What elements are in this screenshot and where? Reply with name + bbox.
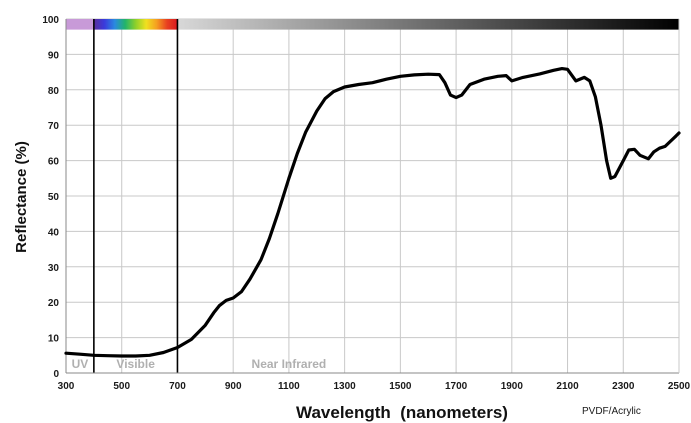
series-line <box>64 67 681 358</box>
x-tick-label: 2500 <box>668 381 691 392</box>
y-tick-label: 50 <box>48 192 60 203</box>
x-tick-label: 500 <box>113 381 130 392</box>
x-tick-label: 700 <box>169 381 186 392</box>
band-label: Visible <box>116 357 155 371</box>
band-label: UV <box>72 357 89 371</box>
y-tick-label: 100 <box>42 15 59 26</box>
x-tick-label: 1700 <box>445 381 468 392</box>
y-axis-title: Reflectance (%) <box>13 141 30 253</box>
x-tick-label: 2100 <box>556 381 579 392</box>
x-tick-label: 1300 <box>334 381 357 392</box>
uv-band <box>66 19 94 30</box>
y-tick-label: 10 <box>48 334 60 345</box>
x-tick-label: 300 <box>58 381 75 392</box>
x-tick-label: 2300 <box>612 381 635 392</box>
y-tick-label: 0 <box>53 369 59 380</box>
y-tick-label: 20 <box>48 298 60 309</box>
band-boundaries <box>93 19 179 373</box>
y-tick-label: 70 <box>48 121 60 132</box>
y-tick-label: 90 <box>48 50 60 61</box>
reflectance-series-line <box>64 67 681 358</box>
visible-spectrum-band <box>93 19 178 30</box>
x-tick-label: 900 <box>225 381 242 392</box>
material-annotation: PVDF/Acrylic <box>582 406 641 417</box>
near-infrared-band <box>177 19 680 30</box>
x-tick-label: 1900 <box>501 381 524 392</box>
band-label: Near Infrared <box>252 357 327 371</box>
y-tick-label: 40 <box>48 227 60 238</box>
x-tick-label: 1500 <box>389 381 412 392</box>
x-axis-title: Wavelength (nanometers) <box>296 403 508 422</box>
axes <box>65 19 680 374</box>
grid-lines <box>65 18 680 374</box>
spectrum-bar <box>66 19 680 30</box>
y-tick-label: 80 <box>48 86 60 97</box>
tick-labels: 300 500 700 900 1100 1300 1500 1700 1900 2100 2300… <box>42 15 690 392</box>
y-tick-label: 60 <box>48 157 60 168</box>
y-tick-label: 30 <box>48 263 60 274</box>
band-labels: UV Visible Near Infrared <box>72 357 327 371</box>
x-tick-label: 1100 <box>278 381 300 392</box>
